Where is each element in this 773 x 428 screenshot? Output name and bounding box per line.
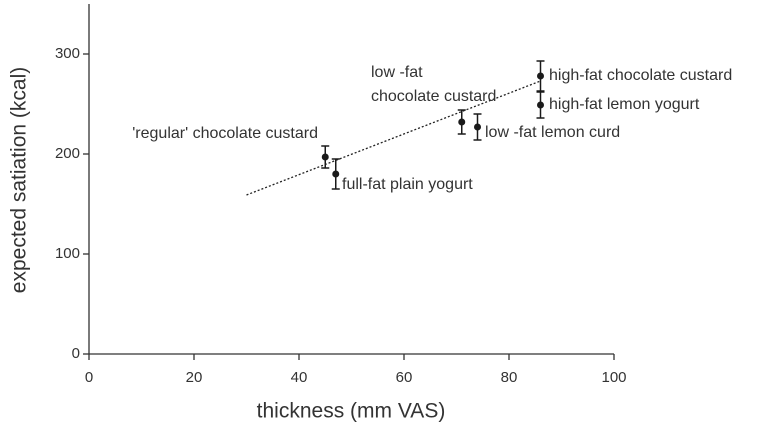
point	[474, 123, 481, 131]
point	[537, 72, 544, 80]
point-label: chocolate custard	[371, 88, 496, 105]
y-axis-label: expected satiation (kcal)	[8, 67, 31, 293]
y-tick-label: 200	[55, 145, 80, 162]
x-tick-label: 20	[186, 369, 203, 386]
x-tick-label: 80	[501, 369, 518, 386]
y-tick-label: 100	[55, 245, 80, 262]
trend-line	[246, 80, 541, 196]
point	[332, 170, 340, 178]
point-label: full-fat plain yogurt	[342, 176, 473, 193]
point	[537, 101, 544, 109]
x-tick-label: 40	[291, 369, 308, 386]
y-tick-label: 0	[72, 345, 80, 362]
x-tick-label: 0	[85, 369, 93, 386]
point-label: low -fat	[371, 64, 423, 81]
point-label: high-fat chocolate custard	[549, 67, 732, 84]
point	[458, 118, 466, 126]
point-label: 'regular' chocolate custard	[132, 125, 318, 142]
point-label: high-fat lemon yogurt	[549, 96, 700, 113]
x-axis-label: thickness (mm VAS)	[257, 400, 446, 423]
point-label: low -fat lemon curd	[485, 124, 620, 141]
point	[321, 153, 329, 161]
x-tick-label: 100	[601, 369, 626, 386]
y-tick-label: 300	[55, 45, 80, 62]
x-tick-label: 60	[396, 369, 413, 386]
